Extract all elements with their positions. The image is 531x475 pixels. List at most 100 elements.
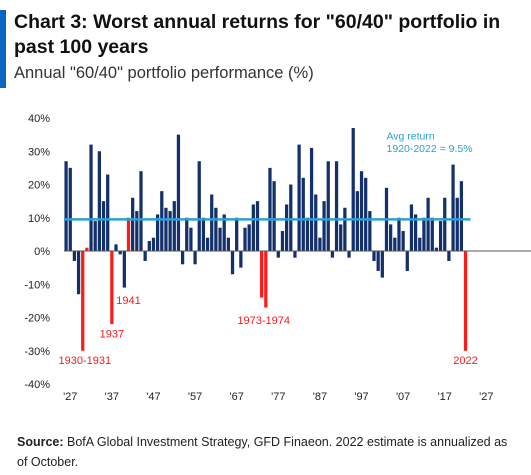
bar-1983 <box>301 177 305 251</box>
annotation-label: 1973-1974 <box>237 315 290 327</box>
bar-1942 <box>131 197 135 251</box>
bar-2004 <box>389 224 393 251</box>
bar-2018 <box>447 251 451 261</box>
x-tick-label: '67 <box>230 391 244 403</box>
bar-1962 <box>214 207 218 251</box>
bar-1947 <box>151 237 156 251</box>
bar-1958 <box>197 161 201 252</box>
bar-1936 <box>106 174 110 251</box>
bar-1984 <box>305 217 310 251</box>
bar-2019 <box>451 164 455 251</box>
bar-1987 <box>318 237 322 251</box>
bar-2007 <box>401 231 405 251</box>
y-tick-label: 20% <box>28 180 50 192</box>
bar-2006 <box>397 217 401 251</box>
bar-1986 <box>314 194 318 251</box>
bar-1988 <box>322 201 326 252</box>
bar-1932 <box>89 144 93 251</box>
y-tick-label: 40% <box>28 113 50 125</box>
bar-1935 <box>101 201 106 252</box>
bar-1974 <box>264 251 268 308</box>
source-label: Source: <box>17 435 64 449</box>
x-tick-label: '57 <box>188 391 202 403</box>
bar-1973 <box>260 251 264 298</box>
bar-1960 <box>205 237 210 251</box>
bar-2009 <box>409 204 414 251</box>
bar-1928 <box>72 251 77 261</box>
source-note: Source: BofA Global Investment Strategy,… <box>17 432 517 472</box>
bar-1933 <box>93 221 97 251</box>
bar-1971 <box>251 204 255 251</box>
bar-1934 <box>97 151 101 251</box>
bar-1949 <box>160 191 164 251</box>
bar-1981 <box>293 251 297 258</box>
bar-1940 <box>122 251 126 288</box>
bar-1952 <box>172 201 176 252</box>
bar-1977 <box>276 251 280 258</box>
bar-1941 <box>126 217 131 251</box>
bar-1939 <box>118 251 122 255</box>
bar-2002 <box>380 251 384 278</box>
average-label-line1: Avg return <box>386 130 434 142</box>
bar-2000 <box>372 251 376 261</box>
bar-1993 <box>343 207 347 251</box>
bar-1976 <box>272 181 276 251</box>
bar-1965 <box>226 237 230 251</box>
bar-1967 <box>235 217 239 251</box>
bar-2022 <box>463 251 468 351</box>
bar-2016 <box>438 221 443 251</box>
bar-1938 <box>114 244 118 251</box>
bar-1996 <box>355 191 359 251</box>
bar-1978 <box>280 231 285 251</box>
bar-1989 <box>326 161 330 252</box>
y-axis-ticks: -40% -30% -20% -10% 0% 10% 20% 30% 40% <box>24 113 50 391</box>
x-tick-label: '87 <box>313 391 327 403</box>
bar-1956 <box>189 227 193 251</box>
bar-1957 <box>193 251 197 265</box>
x-axis-ticks: '27 '37 '47 '57 '67 '77 '87 '97 '07 '17 '27 <box>63 391 493 403</box>
bar-1929 <box>76 251 81 295</box>
bar-1963 <box>218 227 222 251</box>
source-text: BofA Global Investment Strategy, GFD Fin… <box>17 435 508 469</box>
bar-1990 <box>330 251 335 258</box>
bar-1946 <box>147 241 151 251</box>
bar-1937 <box>110 251 114 325</box>
bar-1970 <box>247 224 251 251</box>
x-tick-label: '07 <box>396 391 410 403</box>
x-tick-label: '17 <box>438 391 452 403</box>
annotation-label: 2022 <box>453 355 477 367</box>
bar-2011 <box>418 237 422 251</box>
bar-1954 <box>180 251 185 265</box>
bar-1994 <box>347 251 351 258</box>
bar-1995 <box>351 127 355 252</box>
x-tick-label: '37 <box>105 391 119 403</box>
chart-subtitle: Annual "60/40" portfolio performance (%) <box>14 64 314 82</box>
bar-1992 <box>339 224 343 251</box>
bar-1979 <box>285 204 289 251</box>
bar-1953 <box>176 134 181 252</box>
annotation-label: 1941 <box>116 295 140 307</box>
x-tick-label: '97 <box>354 391 368 403</box>
bar-1948 <box>156 214 160 251</box>
bar-1998 <box>364 177 368 251</box>
y-tick-label: -20% <box>24 313 50 325</box>
bar-1943 <box>135 211 139 251</box>
bar-1975 <box>268 167 272 252</box>
chart-title: Chart 3: Worst annual returns for "60/40… <box>14 11 501 58</box>
bar-1964 <box>222 214 226 251</box>
bar-1927 <box>68 167 72 252</box>
bar-1968 <box>239 251 243 268</box>
x-tick-label: '47 <box>146 391 160 403</box>
bar-1951 <box>168 211 172 251</box>
bar-1955 <box>185 217 189 251</box>
annotations-group: 1930-1931 1937 1941 1973-1974 2022 <box>59 295 478 367</box>
bar-1997 <box>359 171 364 251</box>
x-tick-label: '27 <box>63 391 77 403</box>
bar-chart: Avg return 1920-2022 = 9.5% -40% -30% -20%… <box>24 113 531 403</box>
y-tick-label: -10% <box>24 279 50 291</box>
bar-2010 <box>413 214 418 251</box>
bar-2013 <box>426 197 430 251</box>
bar-1950 <box>164 207 168 251</box>
x-tick-label: '77 <box>271 391 285 403</box>
bar-1944 <box>139 171 143 251</box>
